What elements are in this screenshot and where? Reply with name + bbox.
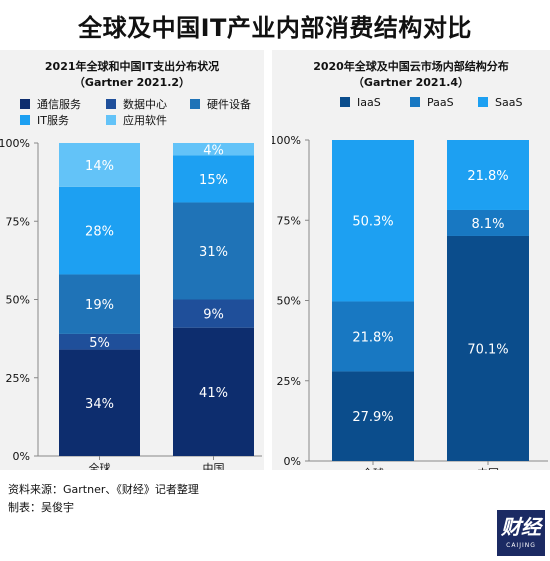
category-label: 全球 [89, 461, 111, 470]
data-label: 4% [203, 143, 224, 158]
chart-panel-cloud-market: 2020年全球及中国云市场内部结构分布 （Gartner 2021.4） Iaa… [272, 50, 550, 470]
data-label: 9% [203, 308, 224, 323]
legend-label: 通信服务 [37, 98, 81, 111]
y-tick-label: 75% [6, 215, 30, 228]
y-tick-label: 100% [0, 137, 30, 150]
data-label: 14% [85, 159, 114, 174]
data-label: 19% [85, 298, 114, 313]
data-label: 34% [85, 397, 114, 412]
data-label: 27.9% [352, 410, 393, 425]
page-title: 全球及中国IT产业内部消费结构对比 [78, 14, 472, 42]
legend-label: SaaS [495, 96, 523, 109]
legend-label: 应用软件 [123, 114, 167, 127]
bar-segment [332, 301, 414, 372]
y-tick-label: 25% [277, 375, 301, 388]
bar-segment [447, 140, 529, 210]
y-tick-label: 100% [272, 134, 301, 147]
category-label: 全球 [362, 466, 384, 470]
source-note: 资料来源：Gartner、《财经》记者整理 [8, 483, 199, 496]
bar-segment [447, 235, 529, 461]
legend-label: PaaS [427, 96, 454, 109]
logo-mark: 财经 [501, 515, 541, 539]
legend-item: IT服务 [20, 112, 69, 128]
legend-item: 应用软件 [106, 112, 167, 128]
bar-segment [59, 274, 140, 334]
legend-item: 硬件设备 [190, 96, 251, 112]
data-label: 21.8% [467, 169, 508, 184]
y-tick-label: 50% [277, 295, 301, 308]
chart-panel-it-spending: 2021年全球和中国IT支出分布状况 （Gartner 2021.2） 通信服务… [0, 50, 264, 470]
legend-item: 通信服务 [20, 96, 81, 112]
bar-segment [59, 333, 140, 350]
chart-title: 2020年全球及中国云市场内部结构分布 [313, 60, 509, 73]
legend-label: 数据中心 [123, 98, 167, 111]
legend-label: 硬件设备 [207, 98, 251, 111]
bar-segment [173, 202, 254, 300]
legend-item: 数据中心 [106, 96, 167, 112]
legend-swatch [20, 115, 30, 125]
legend-label: IaaS [357, 96, 381, 109]
legend-item: IaaS [340, 96, 381, 109]
caijing-logo: 财经 CAIJING [497, 510, 545, 556]
category-label: 中国 [477, 467, 499, 470]
legend-swatch [340, 97, 350, 107]
bar-segment [332, 140, 414, 302]
data-label: 31% [199, 245, 228, 260]
data-label: 70.1% [467, 342, 508, 357]
bar-segment [173, 327, 254, 456]
legend-label: IT服务 [37, 114, 69, 127]
data-label: 5% [89, 336, 110, 351]
category-label: 中国 [203, 462, 225, 470]
data-label: 28% [85, 225, 114, 240]
data-label: 50.3% [352, 215, 393, 230]
bar-segment [59, 349, 140, 456]
bar-segment [173, 143, 254, 156]
chart-svg: 0% 25% 50% 75% 100% 27.9% 21.8% 50.3% 全球 70.1% 8.1… [272, 134, 548, 470]
author-note: 制表：吴俊宇 [8, 501, 74, 514]
chart-svg: 0% 25% 50% 75% 100% 34% 5% 19% 28% 14% 全球 41% 9% 31% 1… [0, 137, 262, 470]
chart-title: 2021年全球和中国IT支出分布状况 [44, 60, 220, 73]
y-tick-label: 25% [6, 372, 30, 385]
logo-wordmark: CAIJING [506, 542, 536, 549]
legend-swatch [478, 97, 488, 107]
legend-swatch [190, 99, 200, 109]
bar-segment [447, 209, 529, 236]
chart-subtitle: （Gartner 2021.4） [352, 76, 470, 89]
legend-item: SaaS [478, 96, 522, 109]
data-label: 8.1% [471, 217, 504, 232]
bar-segment [173, 155, 254, 203]
y-tick-label: 0% [284, 455, 301, 468]
legend-swatch [106, 99, 116, 109]
y-tick-label: 0% [13, 450, 30, 463]
data-label: 21.8% [352, 330, 393, 345]
legend-swatch [106, 115, 116, 125]
legend-item: PaaS [410, 96, 454, 109]
bar-segment [59, 143, 140, 187]
legend-swatch [410, 97, 420, 107]
bar-segment [59, 186, 140, 275]
legend-swatch [20, 99, 30, 109]
y-tick-label: 75% [277, 214, 301, 227]
data-label: 15% [199, 173, 228, 188]
bar-segment [332, 371, 414, 461]
bar-segment [173, 299, 254, 328]
y-tick-label: 50% [6, 294, 30, 307]
data-label: 41% [199, 386, 228, 401]
chart-subtitle: （Gartner 2021.2） [73, 76, 191, 89]
